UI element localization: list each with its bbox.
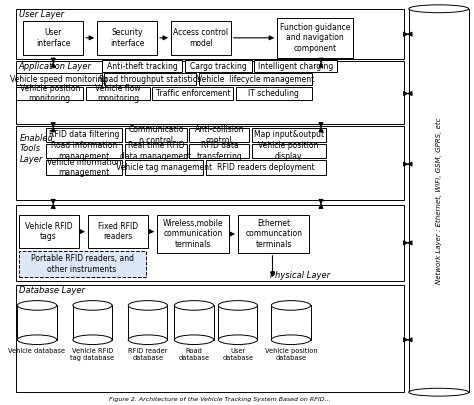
Bar bbox=[409, 9, 469, 392]
Bar bbox=[18, 305, 57, 340]
FancyBboxPatch shape bbox=[18, 251, 146, 277]
Text: Cargo tracking: Cargo tracking bbox=[190, 62, 246, 70]
Ellipse shape bbox=[174, 301, 214, 310]
Text: Vehicle position
database: Vehicle position database bbox=[264, 348, 317, 361]
Ellipse shape bbox=[73, 301, 112, 310]
Text: User
database: User database bbox=[222, 348, 254, 361]
Text: Vehicle position
display: Vehicle position display bbox=[258, 141, 319, 161]
Text: Road information
management: Road information management bbox=[51, 141, 118, 161]
Text: Fixed RFID
readers: Fixed RFID readers bbox=[98, 222, 138, 241]
Text: Real time RFID
data management: Real time RFID data management bbox=[120, 141, 191, 161]
FancyBboxPatch shape bbox=[16, 9, 404, 59]
FancyBboxPatch shape bbox=[16, 285, 404, 392]
Ellipse shape bbox=[218, 301, 257, 310]
Ellipse shape bbox=[73, 335, 112, 345]
Text: RFID data filtering: RFID data filtering bbox=[49, 130, 119, 139]
Text: Access control
model: Access control model bbox=[173, 28, 228, 48]
FancyBboxPatch shape bbox=[88, 215, 148, 248]
Text: IT scheduling: IT scheduling bbox=[248, 89, 299, 98]
Text: Figure 2. Architecture of the Vehicle Tracking System Based on RFID...: Figure 2. Architecture of the Vehicle Tr… bbox=[109, 397, 330, 402]
Text: Physical Layer: Physical Layer bbox=[270, 271, 330, 280]
Ellipse shape bbox=[409, 5, 469, 13]
Bar bbox=[128, 305, 167, 340]
Text: Vehicle RFID
tag database: Vehicle RFID tag database bbox=[70, 348, 115, 361]
Text: Vehicle tag management: Vehicle tag management bbox=[116, 163, 212, 172]
FancyBboxPatch shape bbox=[252, 128, 326, 142]
FancyBboxPatch shape bbox=[85, 87, 150, 100]
Text: Anti-theft tracking: Anti-theft tracking bbox=[107, 62, 177, 70]
Text: Application Layer: Application Layer bbox=[18, 62, 91, 71]
Bar bbox=[73, 305, 112, 340]
FancyBboxPatch shape bbox=[16, 61, 404, 124]
FancyBboxPatch shape bbox=[46, 128, 122, 142]
Text: Vehicle position
monitoring: Vehicle position monitoring bbox=[19, 84, 80, 103]
Bar bbox=[218, 305, 257, 340]
FancyBboxPatch shape bbox=[206, 160, 326, 175]
FancyBboxPatch shape bbox=[16, 126, 404, 200]
Text: User Layer: User Layer bbox=[18, 10, 64, 19]
FancyBboxPatch shape bbox=[277, 18, 353, 58]
FancyBboxPatch shape bbox=[190, 128, 249, 142]
Text: RFID readers deployment: RFID readers deployment bbox=[217, 163, 314, 172]
Text: Map input&output: Map input&output bbox=[254, 130, 324, 139]
FancyBboxPatch shape bbox=[104, 73, 196, 85]
Text: Ethernet
communcation
terminals: Ethernet communcation terminals bbox=[245, 219, 302, 249]
Text: RFID data
transferring: RFID data transferring bbox=[197, 141, 242, 161]
Text: Network Layer : Ethernet, WiFi, GSM, GPRS, etc: Network Layer : Ethernet, WiFi, GSM, GPR… bbox=[436, 117, 442, 284]
FancyBboxPatch shape bbox=[16, 87, 83, 100]
FancyBboxPatch shape bbox=[46, 160, 122, 175]
Text: Database Layer: Database Layer bbox=[18, 286, 84, 295]
FancyBboxPatch shape bbox=[125, 128, 187, 142]
FancyBboxPatch shape bbox=[199, 73, 312, 85]
FancyBboxPatch shape bbox=[153, 87, 233, 100]
Text: Vehicle RFID
tags: Vehicle RFID tags bbox=[25, 222, 73, 241]
Bar bbox=[271, 305, 310, 340]
FancyBboxPatch shape bbox=[97, 21, 157, 55]
FancyBboxPatch shape bbox=[171, 21, 231, 55]
Text: Function guidance
and navigation
component: Function guidance and navigation compone… bbox=[280, 23, 350, 53]
Text: Vehicle speed monitoring: Vehicle speed monitoring bbox=[10, 75, 108, 84]
FancyBboxPatch shape bbox=[102, 60, 182, 72]
FancyBboxPatch shape bbox=[18, 215, 79, 248]
Text: Anti-collision
control: Anti-collision control bbox=[195, 125, 244, 145]
Bar bbox=[174, 305, 214, 340]
Text: Vehicle flow
monitoring: Vehicle flow monitoring bbox=[95, 84, 141, 103]
Text: User
interface: User interface bbox=[36, 28, 71, 48]
Text: Vehicle information
management: Vehicle information management bbox=[47, 158, 121, 177]
FancyBboxPatch shape bbox=[46, 144, 122, 158]
Ellipse shape bbox=[128, 335, 167, 345]
Text: Vehicle  lifecycle management: Vehicle lifecycle management bbox=[197, 75, 314, 84]
Ellipse shape bbox=[128, 301, 167, 310]
FancyBboxPatch shape bbox=[16, 205, 404, 281]
Text: Vehicle database: Vehicle database bbox=[9, 348, 65, 354]
FancyBboxPatch shape bbox=[236, 87, 312, 100]
FancyBboxPatch shape bbox=[23, 21, 83, 55]
Text: Traffic enforcement: Traffic enforcement bbox=[155, 89, 230, 98]
Ellipse shape bbox=[18, 301, 57, 310]
FancyBboxPatch shape bbox=[185, 60, 252, 72]
FancyBboxPatch shape bbox=[238, 215, 310, 253]
Ellipse shape bbox=[174, 335, 214, 345]
Ellipse shape bbox=[271, 335, 310, 345]
FancyBboxPatch shape bbox=[252, 144, 326, 158]
Text: Intelligent charging: Intelligent charging bbox=[258, 62, 333, 70]
Text: Portable RFID readers, and
other instruments: Portable RFID readers, and other instrum… bbox=[30, 254, 134, 274]
FancyBboxPatch shape bbox=[125, 160, 203, 175]
FancyBboxPatch shape bbox=[157, 215, 228, 253]
Text: RFID reader
database: RFID reader database bbox=[128, 348, 167, 361]
FancyBboxPatch shape bbox=[254, 60, 337, 72]
Text: Enabled
Tools
Layer: Enabled Tools Layer bbox=[19, 134, 54, 164]
Text: Communicatio
n control: Communicatio n control bbox=[128, 125, 184, 145]
FancyBboxPatch shape bbox=[190, 144, 249, 158]
Text: Road
database: Road database bbox=[178, 348, 210, 361]
FancyBboxPatch shape bbox=[125, 144, 187, 158]
Text: Road throughput statistics: Road throughput statistics bbox=[99, 75, 201, 84]
Ellipse shape bbox=[409, 388, 469, 396]
Text: Wireless,mobile
communication
terminals: Wireless,mobile communication terminals bbox=[163, 219, 223, 249]
Text: Security
interface: Security interface bbox=[110, 28, 144, 48]
Ellipse shape bbox=[18, 335, 57, 345]
Ellipse shape bbox=[218, 335, 257, 345]
FancyBboxPatch shape bbox=[16, 73, 102, 85]
Ellipse shape bbox=[271, 301, 310, 310]
